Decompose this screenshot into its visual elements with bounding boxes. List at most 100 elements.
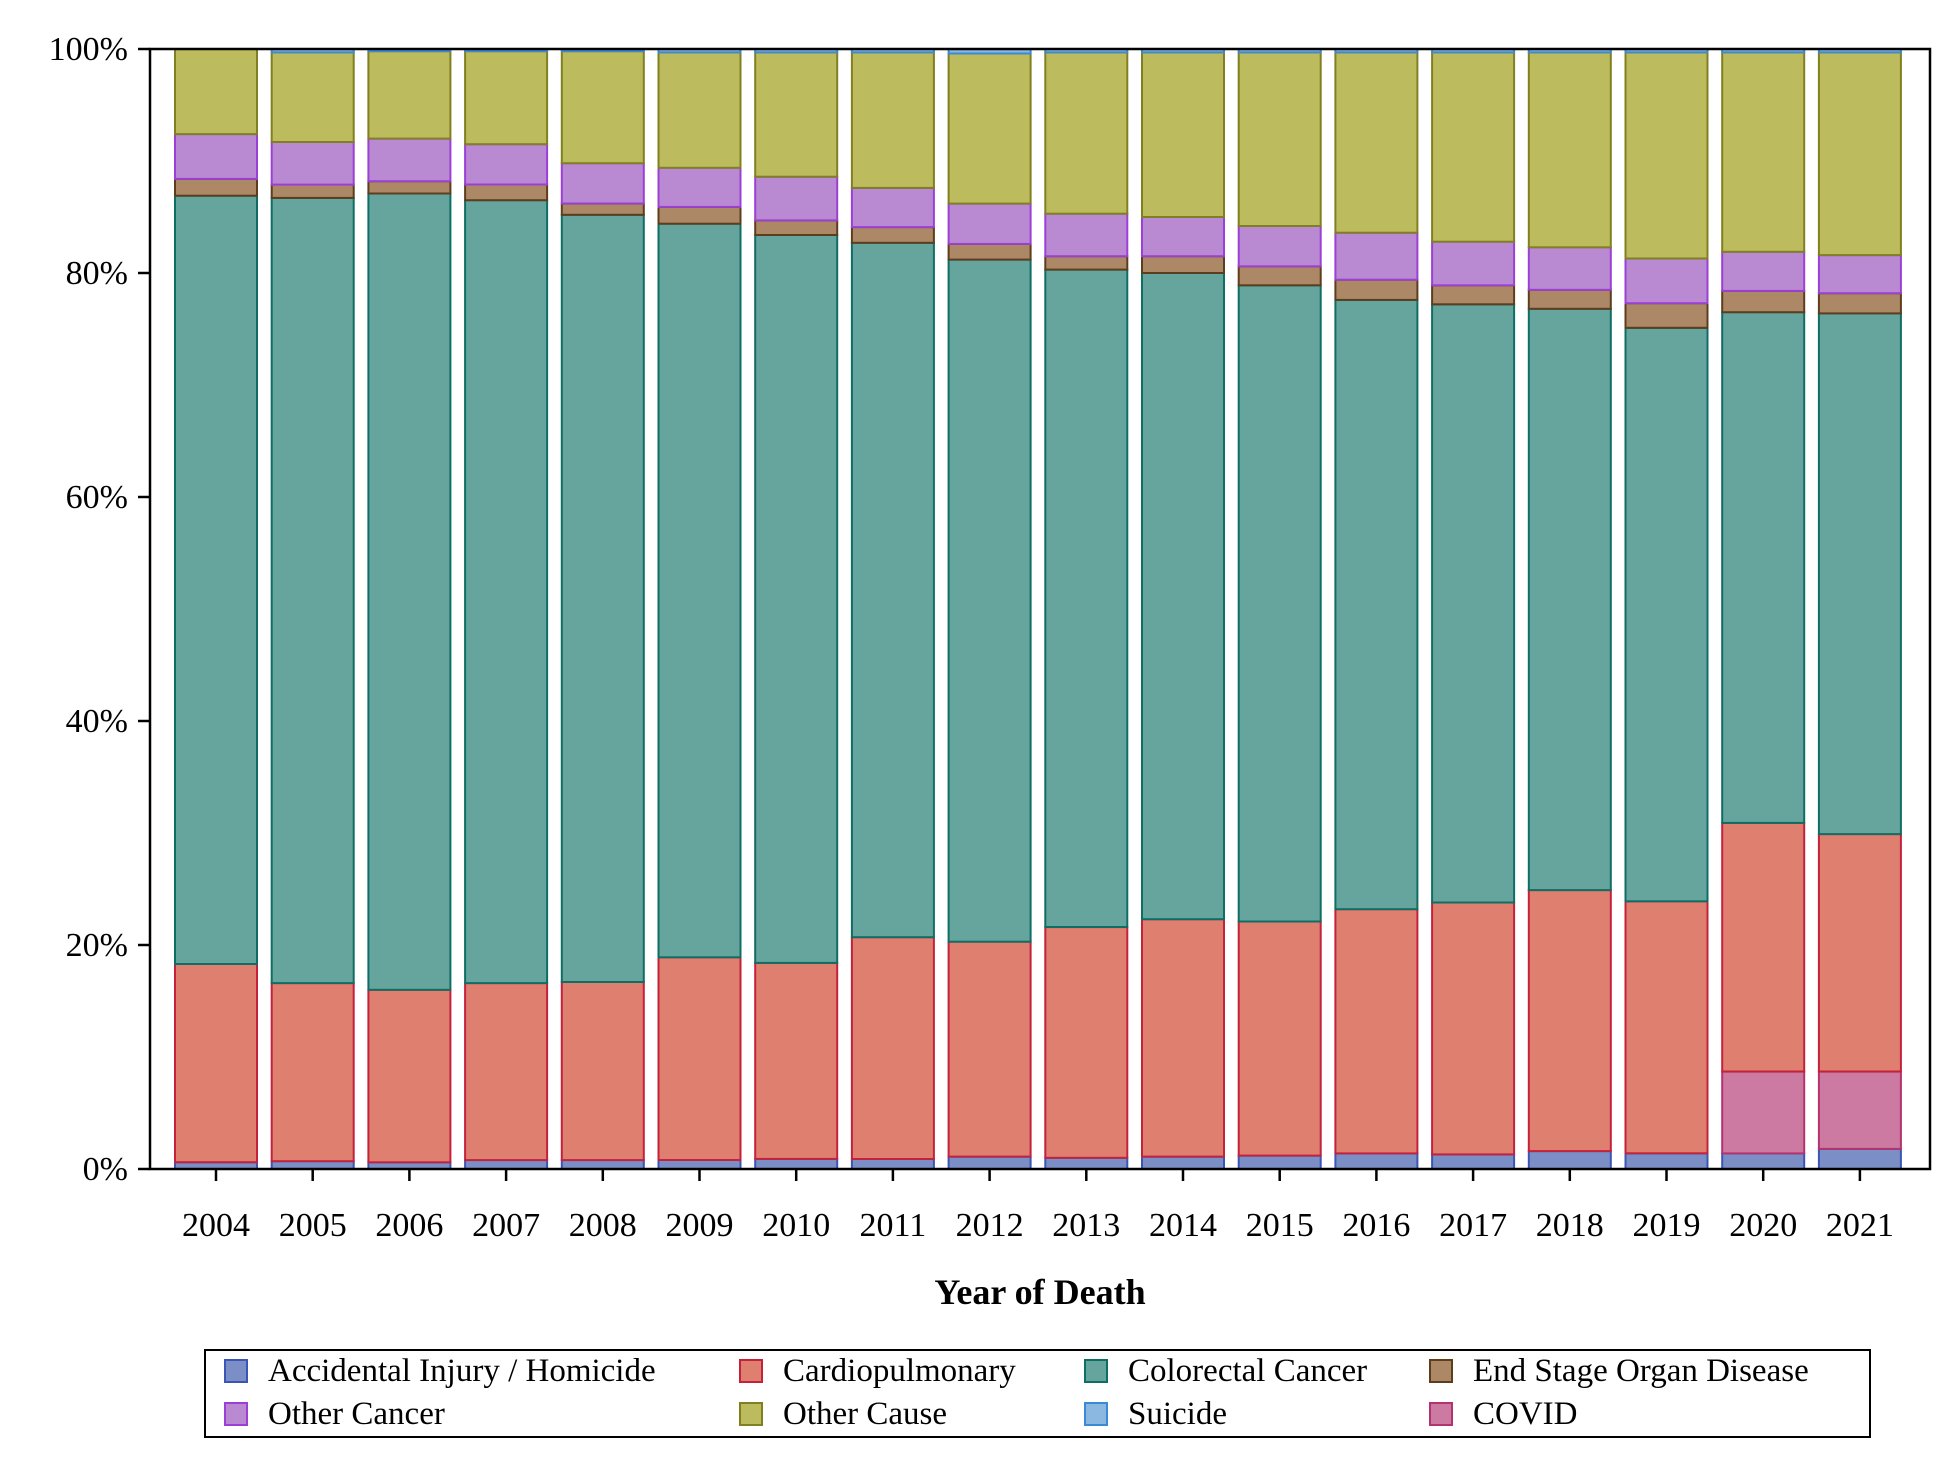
bar-segment	[270, 197, 355, 985]
bar-segment	[560, 50, 645, 165]
bar-segment	[367, 137, 452, 183]
bar-segment	[1044, 255, 1129, 271]
bar-segment	[1044, 212, 1129, 258]
bar-stack-2020	[1721, 48, 1806, 1171]
bar-stack-2021	[1817, 48, 1902, 1171]
bar-segment	[174, 133, 258, 180]
bar-segment	[1721, 51, 1806, 253]
bar-segment	[1817, 312, 1902, 836]
bar-segment	[1817, 51, 1902, 257]
y-axis: 0% 20% 40% 60% 80% 100%	[49, 31, 150, 1188]
bar-segment	[1721, 250, 1806, 292]
bar-segment	[1817, 1147, 1902, 1171]
x-tick-label: 2013	[1052, 1207, 1120, 1244]
bar-segment	[754, 233, 839, 964]
x-tick-label: 2018	[1536, 1207, 1604, 1244]
bar-stack-2009	[657, 48, 742, 1170]
bar-segment	[1044, 1156, 1129, 1171]
bar-segment	[1334, 908, 1419, 1155]
bar-segment	[1527, 1150, 1612, 1170]
bar-segment	[1141, 216, 1225, 258]
legend-swatch	[739, 1402, 763, 1426]
legend-label: End Stage Organ Disease	[1473, 1353, 1809, 1389]
bar-segment	[754, 1157, 839, 1171]
bar-segment	[270, 982, 355, 1163]
bar-segment	[1237, 225, 1322, 268]
bar-stacks	[174, 48, 1902, 1171]
bar-segment	[657, 166, 742, 208]
x-tick-label: 2010	[762, 1207, 830, 1244]
x-tick-label: 2012	[956, 1207, 1024, 1244]
bar-segment	[1527, 889, 1612, 1153]
y-tick-label: 80%	[66, 255, 128, 292]
bar-segment	[1817, 292, 1902, 315]
legend-label: COVID	[1473, 1396, 1578, 1432]
legend-label: Colorectal Cancer	[1128, 1353, 1367, 1389]
bar-segment	[1141, 1155, 1225, 1170]
x-tick-label: 2019	[1633, 1207, 1701, 1244]
bar-segment	[560, 1159, 645, 1170]
legend: Accidental Injury / Homicide Cardiopulmon…	[204, 1349, 1871, 1438]
bar-stack-2016	[1334, 48, 1419, 1171]
bar-segment	[1431, 1153, 1516, 1171]
bar-stack-2013	[1044, 48, 1129, 1171]
bar-segment	[1527, 51, 1612, 249]
bar-segment	[754, 51, 839, 178]
bar-segment	[367, 988, 452, 1164]
bar-segment	[1527, 288, 1612, 310]
x-tick-label: 2005	[279, 1207, 347, 1244]
x-tick-label: 2017	[1439, 1207, 1507, 1244]
bar-segment	[560, 202, 645, 216]
x-tick-label: 2020	[1729, 1207, 1797, 1244]
legend-label: Other Cancer	[268, 1396, 445, 1432]
legend-label: Accidental Injury / Homicide	[268, 1353, 656, 1389]
bar-segment	[560, 213, 645, 984]
bar-segment	[1237, 265, 1322, 287]
bar-segment	[1527, 307, 1612, 892]
bar-segment	[754, 961, 839, 1160]
x-tick-label: 2016	[1342, 1207, 1410, 1244]
bar-segment	[657, 51, 742, 169]
bar-segment	[657, 222, 742, 959]
bar-segment	[947, 242, 1032, 261]
bar-segment	[947, 52, 1032, 205]
bar-segment	[560, 162, 645, 205]
x-tick-label: 2011	[860, 1207, 927, 1244]
bar-segment	[947, 940, 1032, 1158]
bar-segment	[1431, 303, 1516, 904]
y-tick-label: 0%	[83, 1151, 128, 1188]
bar-segment	[850, 226, 935, 244]
bar-segment	[1334, 298, 1419, 911]
bar-segment	[367, 50, 452, 140]
legend-label: Suicide	[1128, 1396, 1227, 1432]
bar-segment	[1141, 918, 1225, 1158]
bar-segment	[464, 1159, 549, 1170]
x-axis: 2004 2005 2006 2007 2008 2009 2010 2011 2012 2013…	[182, 1169, 1894, 1244]
bar-segment	[1141, 255, 1225, 275]
bar-segment	[1044, 926, 1129, 1159]
y-tick-label: 100%	[49, 31, 128, 68]
bar-segment	[1044, 268, 1129, 929]
bar-segment	[174, 177, 258, 197]
bar-segment	[464, 199, 549, 985]
bar-segment	[1624, 900, 1709, 1155]
bar-segment	[1141, 272, 1225, 921]
bar-segment	[174, 963, 258, 1164]
bar-segment	[1721, 821, 1806, 1073]
bar-stack-2005	[270, 48, 355, 1170]
bar-segment	[1527, 246, 1612, 291]
bar-stack-2015	[1237, 48, 1322, 1170]
bar-stack-2018	[1527, 48, 1612, 1170]
bar-segment	[1624, 257, 1709, 305]
bar-stack-2008	[560, 48, 645, 1170]
legend-label: Cardiopulmonary	[783, 1353, 1016, 1389]
bar-segment	[1817, 833, 1902, 1073]
x-axis-title: Year of Death	[934, 1272, 1145, 1312]
bar-segment	[657, 205, 742, 225]
bar-segment	[1141, 51, 1225, 219]
bar-segment	[1624, 1152, 1709, 1171]
bar-segment	[754, 219, 839, 236]
bar-segment	[1817, 1070, 1902, 1150]
bar-stack-2007	[464, 48, 549, 1170]
